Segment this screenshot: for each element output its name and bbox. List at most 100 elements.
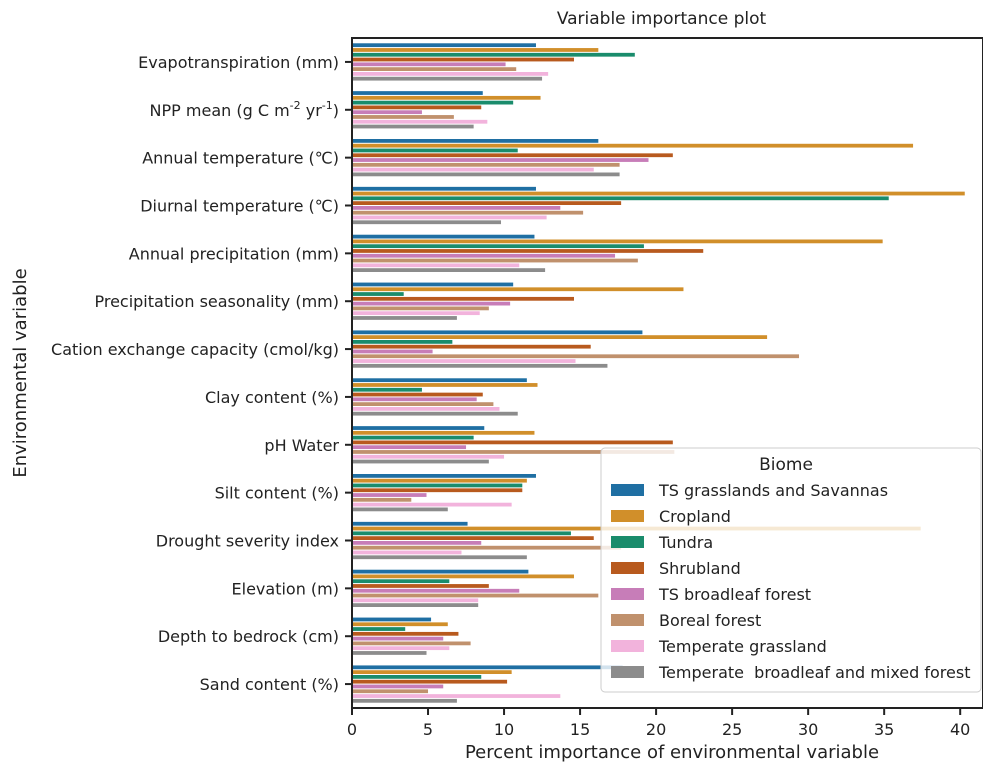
bar [352, 249, 704, 253]
legend-item-label: Tundra [658, 533, 713, 552]
x-tick-label: 5 [423, 720, 433, 739]
bar [352, 95, 541, 100]
bar [352, 675, 482, 679]
bar [352, 521, 468, 526]
bar [352, 91, 483, 95]
x-tick-label: 10 [494, 720, 514, 739]
bar [352, 67, 517, 71]
bar [352, 392, 483, 397]
bar [352, 139, 599, 143]
bar [352, 306, 489, 311]
bar [352, 651, 427, 655]
legend-item-label: Boreal forest [659, 611, 761, 630]
bar [352, 206, 561, 210]
bar [352, 158, 649, 162]
y-tick-label: Cation exchange capacity (cmol/kg) [51, 340, 339, 359]
bar [352, 555, 527, 560]
y-tick-label: Clay content (%) [205, 388, 339, 407]
bar [352, 574, 574, 579]
bar [352, 383, 538, 387]
bar [352, 292, 404, 296]
y-tick-label: Annual precipitation (mm) [129, 244, 339, 263]
y-tick-label: Precipitation seasonality (mm) [94, 292, 339, 311]
bar [352, 445, 467, 450]
bar [352, 119, 488, 124]
legend-box [600, 447, 982, 693]
axes-layer [351, 37, 983, 709]
bar [352, 57, 574, 62]
legend-swatch [611, 510, 644, 522]
bar [352, 143, 914, 148]
bar [352, 698, 457, 703]
y-tick-label: Annual temperature (℃) [142, 149, 339, 168]
bar [352, 196, 889, 201]
legend-swatch [611, 484, 644, 496]
bar [352, 478, 527, 483]
legend-swatch [611, 588, 644, 600]
bar [352, 426, 485, 430]
bar [352, 631, 459, 636]
x-tick-label: 35 [874, 720, 894, 739]
bar [352, 536, 594, 540]
bar [352, 52, 635, 57]
bar [352, 330, 643, 335]
y-tick-label: NPP mean (g C m-2 yr-1) [150, 99, 339, 120]
bar [352, 268, 546, 272]
x-tick-label: 30 [798, 720, 818, 739]
bar [352, 311, 480, 316]
y-tick-label: Sand content (%) [200, 675, 339, 694]
bars-layer [352, 43, 965, 703]
bar [352, 244, 644, 249]
bar [352, 593, 599, 598]
bar [352, 191, 965, 196]
bar [352, 679, 508, 684]
legend-item-label: TS broadleaf forest [658, 585, 811, 604]
bar [352, 340, 453, 344]
x-tick-label: 0 [347, 720, 357, 739]
bar [352, 440, 673, 445]
bar [352, 296, 574, 301]
bar [352, 684, 444, 689]
bar [352, 359, 576, 363]
bar [352, 430, 535, 435]
bar [352, 474, 536, 478]
bar [352, 694, 561, 698]
bar [352, 258, 638, 263]
legend-items: TS grasslands and Savannas Cropland Tundra… [611, 481, 970, 682]
legend-swatch [611, 562, 644, 574]
bar [352, 378, 527, 383]
bar [352, 363, 608, 368]
legend-swatch [611, 536, 644, 548]
bar [352, 603, 479, 607]
bar [352, 454, 505, 459]
y-tick-label: Elevation (m) [232, 579, 339, 598]
bar [352, 407, 500, 411]
bar [352, 172, 620, 177]
bar [352, 387, 422, 392]
bar [352, 617, 432, 622]
bar [352, 105, 482, 110]
y-tick-label: pH Water [264, 436, 339, 455]
bar [352, 263, 520, 268]
bar [352, 665, 623, 670]
x-tick-label: 15 [570, 720, 590, 739]
bar [352, 167, 594, 172]
bar [352, 148, 518, 153]
x-tick-label: 20 [646, 720, 666, 739]
bar [352, 402, 494, 406]
bar [352, 584, 489, 588]
legend-item-label: Temperate broadleaf and mixed forest [658, 663, 970, 682]
y-tick-label: Silt content (%) [215, 484, 339, 503]
legend-swatch [611, 640, 644, 652]
bar [352, 287, 684, 292]
bar [352, 579, 450, 584]
bar [352, 488, 523, 493]
legend-item-label: Cropland [659, 507, 731, 526]
bar [352, 316, 457, 320]
bar [352, 354, 800, 359]
bar [352, 397, 477, 402]
bar [352, 450, 675, 454]
bar [352, 62, 506, 67]
bar [352, 349, 433, 354]
